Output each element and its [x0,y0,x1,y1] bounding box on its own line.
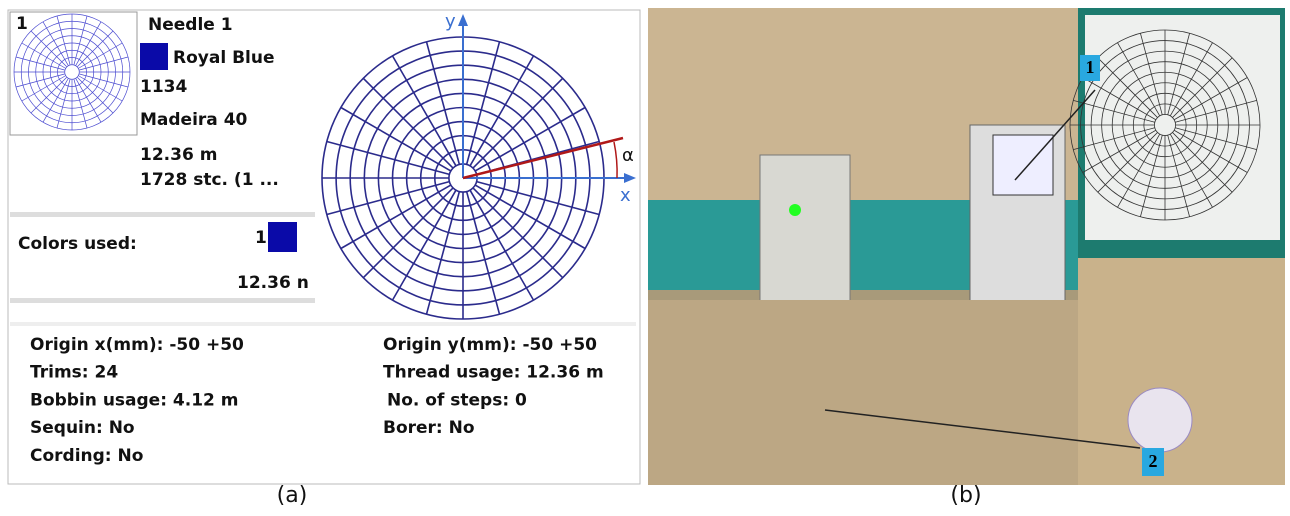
inset-1-screen [1085,15,1280,240]
color-name: Royal Blue [173,48,275,68]
thumbnail-frame [10,12,137,135]
colors-used-swatch [268,222,297,252]
separator [10,298,315,303]
colors-used-length: 12.36 n [237,273,309,293]
figure: 1 Needle 1 Royal Blue 1134 Madeira 40 12… [0,0,1290,512]
length: 12.36 m [140,145,217,165]
page: 1 Needle 1 Royal Blue 1134 Madeira 40 12… [0,0,1290,516]
info-item: Borer: No [383,418,475,438]
info-item: Sequin: No [30,418,135,438]
color-code: 1134 [140,77,187,97]
panel-screen [993,135,1053,195]
embroidered-circle [1128,388,1192,452]
callout-1: 1 [1086,57,1095,77]
separator [10,322,636,326]
info-item: Origin x(mm): -50 +50 [30,335,244,355]
color-swatch [140,43,168,70]
info-item: No. of steps: 0 [387,390,527,410]
callout-2: 2 [1149,451,1158,471]
info-item: Bobbin usage: 4.12 m [30,390,239,410]
fabric [648,300,1078,485]
caption-a: (a) [277,483,308,508]
separator [10,212,315,217]
thread: Madeira 40 [140,110,248,130]
x-label: x [620,185,631,206]
needle-title: Needle 1 [148,15,233,35]
led [789,204,801,216]
stitches: 1728 stc. (1 ... [140,170,279,190]
angle-label: α [622,145,634,166]
inset-2 [1078,258,1285,485]
y-label: y [445,11,456,32]
info-item: Thread usage: 12.36 m [383,363,604,383]
colors-used-label: Colors used: [18,234,137,254]
info-item: Trims: 24 [30,363,118,383]
info-item: Origin y(mm): -50 +50 [383,335,597,355]
colors-used-icon: 1 [255,228,267,248]
caption-b: (b) [950,483,981,508]
needle-icon: 1 [16,14,28,34]
info-item: Cording: No [30,446,143,466]
